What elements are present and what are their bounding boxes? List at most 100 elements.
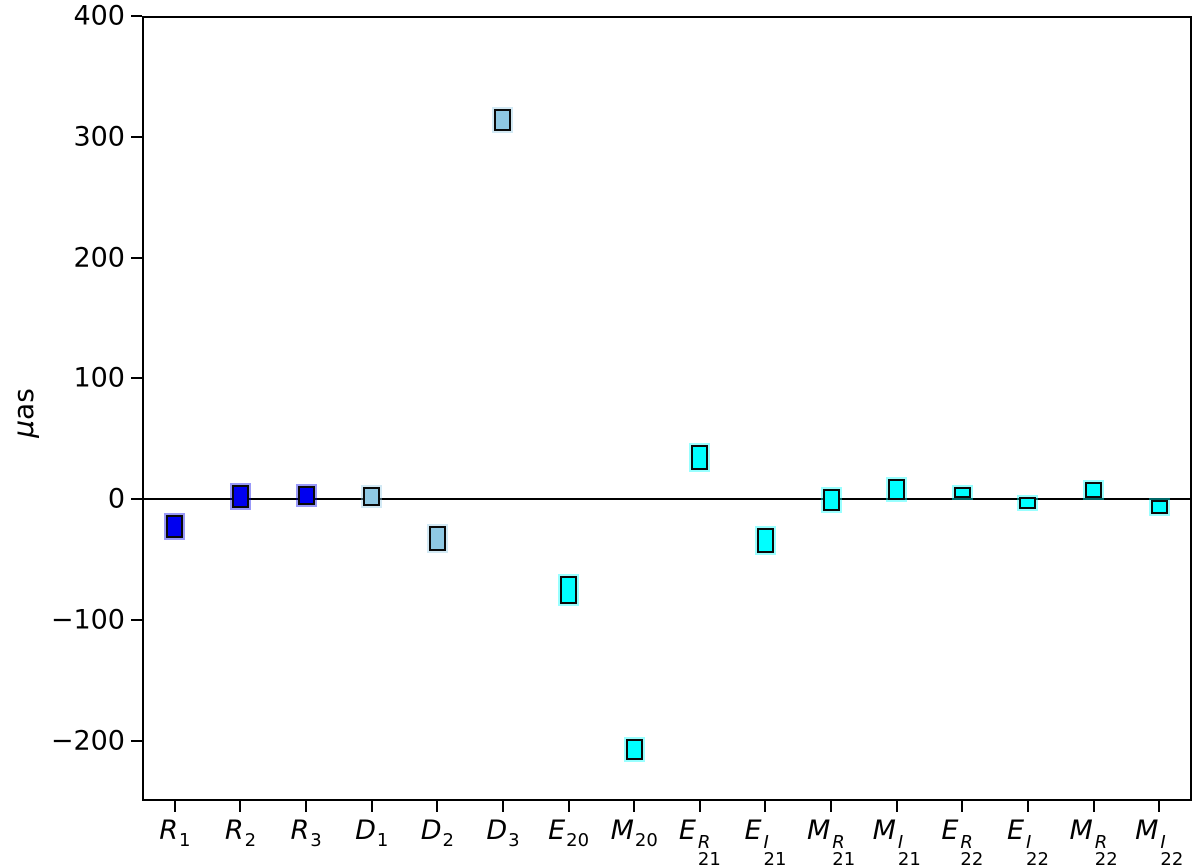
marker-ER22	[953, 487, 971, 498]
marker-MR22	[1085, 482, 1103, 498]
x-tick-supsub: I 22	[1160, 832, 1184, 868]
x-tick-label-MR21: M R 21	[807, 817, 855, 868]
x-tick-supsub: R 21	[832, 832, 856, 868]
x-tick-mark	[567, 801, 570, 812]
x-tick-base: M	[610, 815, 634, 846]
marker-D1	[363, 487, 381, 507]
y-tick-mark	[131, 377, 142, 380]
x-tick-mark	[370, 801, 373, 812]
x-tick-base: E	[941, 815, 959, 846]
marker-MI22	[1150, 500, 1168, 514]
x-tick-mark	[633, 801, 636, 812]
y-tick-label: 400	[73, 0, 125, 32]
x-tick-base: E	[678, 815, 696, 846]
x-tick-sub: 20	[634, 830, 658, 851]
x-tick-base: E	[1006, 815, 1025, 846]
marker-EI22	[1019, 496, 1037, 509]
y-tick-mark	[131, 498, 142, 501]
x-tick-label-ER22: E R 22	[941, 817, 983, 868]
x-tick-mark	[895, 801, 898, 812]
y-tick-label: 200	[73, 242, 125, 274]
marker-ER21	[691, 444, 709, 471]
y-tick-mark	[131, 135, 142, 138]
marker-D2	[428, 525, 446, 551]
x-tick-mark	[436, 801, 439, 812]
marker-D3	[494, 108, 512, 131]
marker-MR21	[822, 489, 840, 512]
y-axis-label-unit: as	[7, 388, 40, 420]
x-tick-label-M20: M20	[611, 817, 658, 850]
zero-line	[142, 498, 1192, 501]
marker-E20	[560, 576, 578, 605]
x-tick-mark	[764, 801, 767, 812]
x-tick-mark	[501, 801, 504, 812]
x-tick-base: M	[872, 815, 896, 846]
y-axis-label-mu: μ	[7, 419, 40, 438]
x-tick-base: R	[224, 815, 244, 846]
x-tick-label-MR22: M R 22	[1069, 817, 1117, 868]
x-tick-base: R	[290, 815, 310, 846]
y-tick-mark	[131, 739, 142, 742]
x-tick-sub: 1	[178, 830, 191, 851]
x-tick-supsub: R 22	[960, 832, 984, 868]
x-tick-supsub: I 21	[763, 832, 787, 868]
x-tick-supsub: I 22	[1026, 832, 1049, 868]
x-tick-supsub: R 21	[697, 832, 721, 868]
y-tick-mark	[131, 618, 142, 621]
marker-R2	[231, 484, 249, 508]
x-tick-label-R1: R1	[159, 817, 190, 850]
x-tick-mark	[239, 801, 242, 812]
x-tick-label-R2: R2	[225, 817, 256, 850]
x-tick-label-E20: E20	[548, 817, 589, 850]
x-tick-label-EI21: E I 21	[744, 817, 786, 868]
x-tick-mark	[305, 801, 308, 812]
x-tick-sub: 1	[376, 830, 389, 851]
x-tick-label-R3: R3	[290, 817, 321, 850]
x-tick-label-D2: D2	[421, 817, 454, 850]
x-tick-sub: 3	[508, 830, 520, 851]
y-tick-label: −200	[50, 725, 125, 757]
x-tick-base: M	[806, 815, 831, 846]
marker-R3	[297, 485, 315, 506]
x-tick-mark	[173, 801, 176, 812]
y-tick-mark	[131, 15, 142, 17]
x-tick-sub: 2	[442, 830, 454, 851]
x-tick-label-D1: D1	[355, 817, 388, 850]
x-tick-base: E	[744, 815, 762, 846]
x-tick-base: M	[1069, 815, 1093, 846]
x-tick-supsub: R 22	[1094, 832, 1118, 868]
x-tick-mark	[1026, 801, 1029, 812]
marker-MI21	[888, 478, 906, 501]
y-tick-label: −100	[50, 604, 125, 636]
x-tick-base: E	[548, 815, 566, 846]
x-tick-base: D	[486, 815, 508, 846]
x-tick-label-MI22: M I 22	[1135, 817, 1183, 868]
plot-area	[142, 16, 1192, 801]
x-tick-mark	[698, 801, 701, 812]
x-tick-sub: 2	[244, 830, 257, 851]
x-tick-base: D	[355, 815, 376, 846]
x-tick-label-MI21: M I 21	[873, 817, 921, 868]
y-axis-label: μas	[7, 388, 40, 438]
x-tick-label-D3: D3	[486, 817, 519, 850]
marker-M20	[625, 739, 643, 760]
x-tick-sub: 3	[310, 830, 322, 851]
y-tick-mark	[131, 256, 142, 259]
x-tick-mark	[1158, 801, 1161, 812]
x-tick-label-ER21: E R 21	[679, 817, 721, 868]
x-tick-label-EI22: E I 22	[1007, 817, 1049, 868]
x-tick-mark	[961, 801, 964, 812]
marker-EI21	[756, 528, 774, 554]
x-tick-base: D	[420, 815, 442, 846]
y-tick-label: 0	[107, 483, 125, 515]
x-tick-mark	[830, 801, 833, 812]
x-tick-base: M	[1135, 815, 1159, 846]
x-tick-base: R	[159, 815, 178, 846]
y-tick-label: 300	[73, 121, 125, 153]
marker-R1	[166, 514, 184, 538]
y-tick-label: 100	[73, 362, 125, 394]
x-tick-mark	[1092, 801, 1095, 812]
x-tick-sub: 20	[566, 830, 590, 851]
x-tick-supsub: I 21	[897, 832, 921, 868]
